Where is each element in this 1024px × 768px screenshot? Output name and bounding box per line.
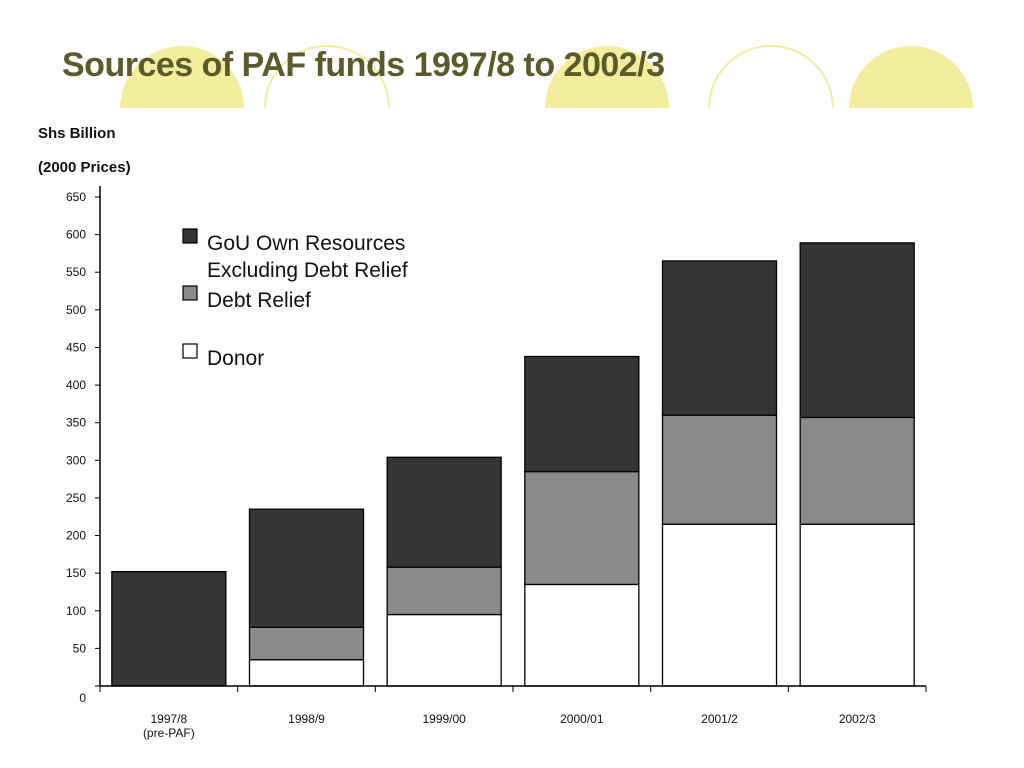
bar-segment — [799, 416, 915, 525]
decor-circle-1 — [120, 46, 244, 108]
bar-segment — [111, 570, 227, 687]
axes — [99, 186, 926, 692]
y-tick-label: 600 — [66, 228, 86, 242]
y-tick-label: 400 — [66, 378, 86, 392]
x-category-label: (pre-PAF) — [143, 726, 195, 740]
decor-circle-2 — [264, 45, 390, 109]
legend-swatch — [182, 343, 198, 359]
x-category-label: 1999/00 — [422, 712, 466, 726]
legend: GoU Own Resources Excluding Debt Relief De… — [182, 228, 408, 370]
bar-group — [248, 508, 365, 687]
legend-entry: GoU Own Resources Excluding Debt Relief — [182, 228, 408, 282]
bar-group — [524, 355, 640, 687]
decor-circle-4 — [708, 45, 834, 109]
bar-group — [111, 570, 227, 687]
y-tick-label: 200 — [66, 529, 86, 543]
legend-swatch — [182, 285, 198, 301]
bars — [111, 242, 915, 687]
y-tick-label: 350 — [66, 416, 86, 430]
bar-segment — [799, 242, 915, 419]
y-tick-label: 150 — [66, 566, 86, 580]
y-tick-label: 100 — [66, 604, 86, 618]
bar-segment — [386, 456, 502, 568]
y-tick-label: 0 — [79, 691, 86, 705]
legend-label: Debt Relief — [207, 289, 311, 312]
x-category-label: 2001/2 — [701, 712, 738, 726]
bar-segment — [661, 414, 778, 525]
legend-label: Excluding Debt Relief — [207, 259, 408, 282]
bar-segment — [248, 508, 365, 628]
bar-segment — [799, 523, 915, 687]
y-tick-label: 250 — [66, 491, 86, 505]
bar-segment — [661, 523, 778, 687]
x-axis-categories: 1997/8(pre-PAF) 1998/9 1999/00 2000/01 2001/… — [143, 686, 927, 740]
legend-swatch — [182, 228, 198, 244]
legend-entry: Donor — [182, 343, 264, 370]
legend-entry: Debt Relief — [182, 285, 311, 312]
x-category-label: 2002/3 — [839, 712, 876, 726]
bar-segment — [248, 626, 365, 661]
bar-segment — [386, 566, 502, 616]
y-tick-label: 550 — [66, 265, 86, 279]
x-category-label: 1997/8 — [150, 712, 187, 726]
legend-label: GoU Own Resources — [207, 232, 405, 255]
decor-circle-3 — [545, 46, 669, 108]
bar-segment — [386, 613, 502, 687]
bar-segment — [524, 583, 640, 687]
y-axis-title-line-2: (2000 Prices) — [38, 159, 131, 176]
y-axis-ticks: 0 50 100 150 200 250 300 350 400 450 500 550 600 650 — [66, 190, 100, 705]
bar-group — [799, 242, 915, 687]
y-tick-label: 500 — [66, 303, 86, 317]
y-tick-label: 50 — [73, 641, 87, 655]
bar-group — [386, 456, 502, 687]
bar-segment — [248, 659, 365, 687]
legend-label: Donor — [207, 347, 264, 370]
bar-group — [661, 260, 778, 687]
bar-segment — [524, 470, 640, 586]
y-tick-label: 300 — [66, 453, 86, 467]
y-tick-label: 650 — [66, 190, 86, 204]
bar-segment — [661, 260, 778, 416]
y-tick-label: 450 — [66, 340, 86, 354]
slide-title: Sources of PAF funds 1997/8 to 2002/3 — [62, 46, 665, 84]
decor-circle-5 — [849, 46, 973, 108]
y-axis-title-line-1: Shs Billion — [38, 125, 116, 142]
x-category-label: 1998/9 — [288, 712, 325, 726]
bar-segment — [524, 355, 640, 473]
x-category-label: 2000/01 — [560, 712, 604, 726]
